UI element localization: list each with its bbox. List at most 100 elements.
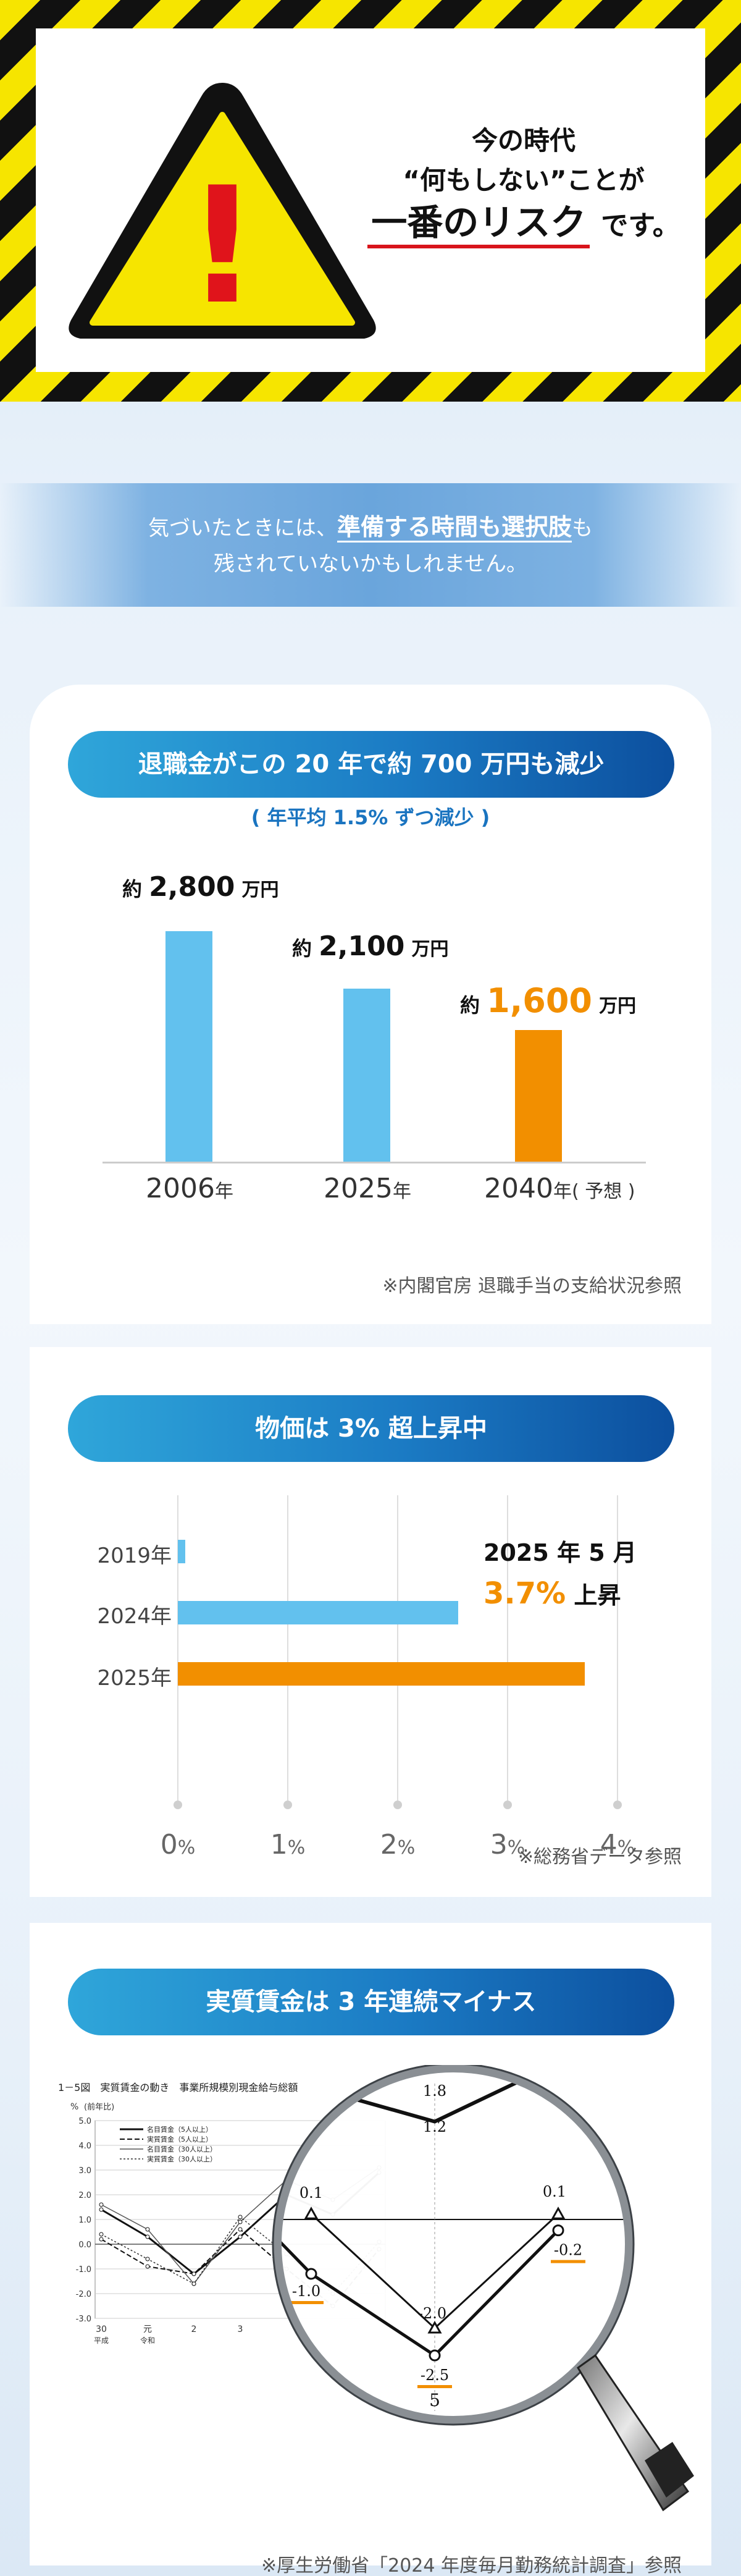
- intro-band: 気づいたときには、準備する時間も選択肢も 残されていないかもしれません。: [0, 483, 741, 607]
- year-value: 2040: [484, 1173, 553, 1204]
- hero-line3: 一番のリスク です。: [363, 200, 684, 248]
- approx-label: 約: [122, 877, 143, 901]
- callout-value-line: 3.7% 上昇: [484, 1573, 669, 1616]
- grid-line: [287, 1495, 288, 1804]
- intro-strong: 準備する時間も選択肢: [337, 513, 572, 543]
- intro-lead: 気づいたときには、: [148, 516, 337, 541]
- wages-source: ※厚生労働省「2024 年度毎月勤務統計調査」参照: [261, 2555, 682, 2576]
- wages-title: 実質賃金は 3 年連続マイナス: [68, 1969, 674, 2035]
- year-value: 2025: [324, 1173, 393, 1204]
- lens-x-tick: 4: [306, 2390, 317, 2410]
- wage-point: [99, 2207, 104, 2212]
- lens-highlight: [289, 2301, 324, 2304]
- price-bar-2024: [178, 1601, 458, 1624]
- grid-dot: [283, 1801, 292, 1809]
- lens-point: [304, 2206, 319, 2219]
- price-year-2024: 2024年: [97, 1604, 172, 1629]
- wage-y-tick: 1.0: [78, 2216, 91, 2225]
- year-suffix: 年: [214, 1181, 233, 1202]
- wage-x-era: 令和: [140, 2336, 155, 2345]
- lens-point: [551, 2206, 566, 2219]
- year-label-2025: 2025年: [324, 1173, 411, 1204]
- callout-value: 3.7%: [484, 1576, 566, 1611]
- prices-title: 物価は 3% 超上昇中: [68, 1395, 674, 1462]
- wage-point: [99, 2232, 104, 2237]
- year-suffix: 年: [553, 1181, 572, 1202]
- lens-point: [429, 2349, 441, 2362]
- year-label-2006: 2006年: [146, 1173, 233, 1204]
- retirement-amount-2006: 約 2,800 万円: [122, 871, 278, 903]
- lens-background: [277, 2068, 629, 2420]
- amount-unit: 万円: [599, 995, 637, 1017]
- grid-line: [397, 1495, 398, 1804]
- x-tick-label: 0%: [160, 1829, 196, 1860]
- retirement-bar-2025: [343, 989, 390, 1162]
- lens-point: [427, 2320, 442, 2334]
- wage-unit-yoy: (前年比): [84, 2102, 114, 2112]
- exclamation-mark: !: [186, 153, 259, 340]
- wage-point: [145, 2264, 150, 2269]
- prices-card: 物価は 3% 超上昇中 2019年 2024年 2025年 2025 年 5 月…: [30, 1347, 711, 1897]
- year-suffix: 年: [392, 1181, 411, 1202]
- year-note: ( 予想 ): [571, 1181, 635, 1202]
- wage-point: [191, 2281, 196, 2286]
- wage-y-tick: -2.0: [76, 2290, 91, 2299]
- amount-value: 1,600: [487, 981, 592, 1020]
- wage-y-tick: 4.0: [78, 2142, 91, 2151]
- magnifier-handle-grip: [645, 2442, 694, 2498]
- x-tick-label: 3%: [490, 1829, 525, 1860]
- retirement-source: ※内閣官房 退職手当の支給状況参照: [382, 1275, 682, 1297]
- lens-highlight: [551, 2260, 585, 2263]
- lens-highlight: [417, 2385, 452, 2388]
- wage-x-era: 平成: [94, 2336, 109, 2345]
- grid-dot: [393, 1801, 402, 1809]
- wage-x-tick: 元: [143, 2325, 152, 2334]
- hero-risk: 一番のリスク: [367, 200, 590, 248]
- wage-y-tick: 2.0: [78, 2191, 91, 2200]
- wage-point: [238, 2227, 243, 2232]
- intro-line2: 残されていないかもしれません。: [214, 552, 527, 576]
- lens-label: 1.8: [423, 2082, 446, 2100]
- lens-point: [552, 2224, 564, 2237]
- lens-label: -0.2: [554, 2242, 582, 2259]
- wage-y-tick: 3.0: [78, 2166, 91, 2176]
- callout-tail: 上昇: [574, 1582, 621, 1609]
- wage-legend-label: 名目賃金（5人以上）: [147, 2125, 212, 2134]
- retirement-pace: ( 年平均 1.5% ずつ減少 ): [251, 806, 490, 829]
- lens-label: 0.1: [299, 2184, 323, 2202]
- wage-point: [238, 2219, 243, 2224]
- wage-x-tick: 2: [191, 2325, 197, 2334]
- wage-point: [145, 2227, 150, 2232]
- price-bar-2019: [178, 1540, 185, 1563]
- amount-value: 2,800: [149, 871, 235, 903]
- wage-point: [99, 2237, 104, 2242]
- amount-unit: 万円: [241, 879, 279, 901]
- grid-dot: [503, 1801, 512, 1809]
- wage-x-tick: 3: [238, 2325, 243, 2334]
- retirement-baseline: [103, 1162, 646, 1163]
- price-bar-2025: [178, 1662, 585, 1686]
- retirement-title: 退職金がこの 20 年で約 700 万円も減少: [68, 731, 674, 798]
- grid-dot: [174, 1801, 182, 1809]
- wage-y-tick: 5.0: [78, 2117, 91, 2126]
- grid-line: [617, 1495, 618, 1804]
- x-tick-label: 4%: [600, 1829, 635, 1860]
- wage-chart-caption: 1－5図 実質賃金の動き 事業所規模別現金給与総額: [58, 2082, 298, 2093]
- wage-legend-label: 実質賃金（5人以上）: [147, 2135, 212, 2143]
- retirement-amount-2025: 約 2,100 万円: [292, 931, 448, 962]
- lens-rim: [273, 2065, 634, 2425]
- intro-tail: も: [572, 516, 593, 541]
- wage-point: [145, 2257, 150, 2261]
- approx-label: 約: [292, 937, 312, 960]
- hero-line1: 今の時代: [471, 125, 576, 156]
- callout-date: 2025 年 5 月: [484, 1539, 637, 1566]
- prices-source: ※総務省データ参照: [517, 1846, 682, 1868]
- wage-legend-label: 実質賃金（30人以上）: [147, 2155, 217, 2163]
- hero-headline: 今の時代 “何もしない”ことが 一番のリスク です。: [363, 121, 684, 248]
- lens-rim-outer: [272, 2065, 635, 2426]
- grid-line: [177, 1495, 178, 1804]
- hero-suffix: です。: [601, 210, 680, 242]
- lens-label: 0: [288, 2095, 297, 2112]
- retirement-bar-2040: [515, 1030, 562, 1162]
